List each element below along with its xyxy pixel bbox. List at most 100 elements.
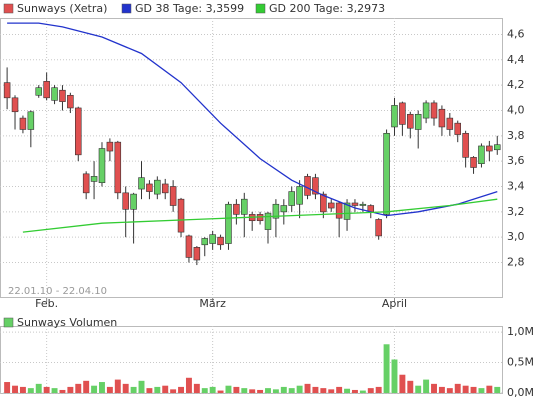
volume-bar	[12, 385, 18, 393]
candle-body	[146, 183, 153, 192]
volume-bar	[51, 388, 58, 393]
y-tick-label: 4,0	[507, 103, 525, 116]
candle-body	[11, 97, 19, 113]
legend-label: Sunways (Xetra)	[17, 2, 107, 15]
volume-bar	[4, 382, 11, 393]
candle-body	[391, 105, 398, 128]
volume-bar	[225, 385, 232, 393]
candle-body	[59, 89, 66, 102]
volume-bar	[257, 389, 264, 393]
volume-bar	[233, 386, 240, 393]
volume-bar	[415, 385, 422, 393]
candle-body	[138, 177, 145, 190]
candle-body	[193, 247, 201, 261]
candle-body	[122, 192, 129, 210]
candle-body	[90, 176, 98, 182]
candle-body	[209, 234, 216, 244]
volume-bar	[27, 388, 34, 393]
y-tick-label: 3,2	[507, 205, 525, 218]
moving-average	[7, 22, 498, 217]
volume-bar	[431, 383, 437, 393]
volume-bar	[130, 386, 137, 393]
x-tick-label: Feb.	[35, 297, 58, 310]
volume-bar	[478, 388, 485, 393]
candle-body	[446, 117, 454, 130]
legend-swatch	[3, 317, 14, 328]
candle-body	[3, 82, 11, 99]
y-tick-label: 1,0M	[507, 325, 534, 338]
volume-bar	[494, 386, 501, 393]
volume-bar	[75, 383, 82, 393]
candle-body	[359, 203, 367, 206]
volume-bar	[367, 388, 374, 393]
candle-body	[454, 122, 461, 135]
x-tick-label: April	[382, 297, 407, 310]
y-tick-label: 3,0	[507, 230, 525, 243]
candle-body	[201, 238, 209, 246]
volume-bar	[162, 385, 169, 393]
candle-body	[312, 177, 319, 195]
volume-bar	[241, 388, 248, 393]
date-range: 22.01.10 - 22.04.10	[8, 286, 107, 297]
volume-bar	[83, 380, 90, 393]
candle-body	[375, 219, 382, 237]
volume-bar	[43, 386, 50, 393]
candle-body	[288, 191, 295, 206]
volume-bar	[209, 386, 216, 393]
volume-bar	[91, 385, 98, 393]
candle-body	[264, 212, 272, 230]
candle-body	[304, 176, 311, 196]
volume-bar	[336, 386, 343, 393]
volume-frame	[0, 326, 503, 394]
candle-body	[82, 173, 90, 194]
candle-body	[51, 87, 58, 101]
candle-body	[327, 202, 335, 209]
candle-body	[27, 111, 35, 130]
candle-body	[75, 107, 82, 156]
candle-body	[106, 141, 114, 152]
candle-body	[407, 113, 414, 129]
volume-bar	[217, 390, 224, 393]
candle-body	[19, 117, 27, 130]
volume-bar	[288, 388, 295, 393]
candle-body	[43, 81, 50, 99]
candle-body	[470, 157, 477, 168]
volume-bar	[351, 389, 358, 393]
volume-bar	[423, 379, 430, 393]
candle-body	[280, 205, 288, 213]
candle-body	[351, 202, 359, 206]
candle-body	[343, 202, 351, 220]
y-tick-label: 4,2	[507, 78, 525, 91]
candle-body	[233, 203, 240, 215]
volume-bar	[296, 385, 303, 393]
candle-body	[169, 186, 177, 206]
volume-bar	[170, 389, 177, 393]
volume-bar	[201, 388, 208, 393]
volume-bar	[375, 386, 382, 393]
candle-body	[177, 198, 185, 233]
candle-body	[272, 203, 280, 219]
volume-bar	[106, 386, 113, 393]
volume-bar	[178, 386, 185, 393]
volume-bar	[462, 385, 469, 393]
candle-body	[486, 145, 493, 152]
candle-body	[130, 193, 137, 210]
volume-bar	[249, 389, 256, 393]
y-tick-label: 4,6	[507, 27, 525, 40]
volume-bar	[383, 344, 390, 393]
volume-bar	[138, 380, 145, 393]
x-tick-label: März	[199, 297, 226, 310]
volume-bar	[272, 389, 279, 393]
volume-bar	[391, 359, 398, 393]
volume-bar	[328, 389, 335, 393]
volume-bar	[399, 374, 406, 393]
candle-body	[161, 183, 169, 194]
legend-label: GD 200 Tage: 3,2973	[269, 2, 385, 15]
candle-body	[493, 144, 501, 151]
candle-body	[67, 94, 74, 109]
volume-bar	[19, 386, 26, 393]
volume-bar	[312, 386, 319, 393]
volume-bar	[359, 390, 366, 393]
candle-body	[98, 148, 106, 184]
